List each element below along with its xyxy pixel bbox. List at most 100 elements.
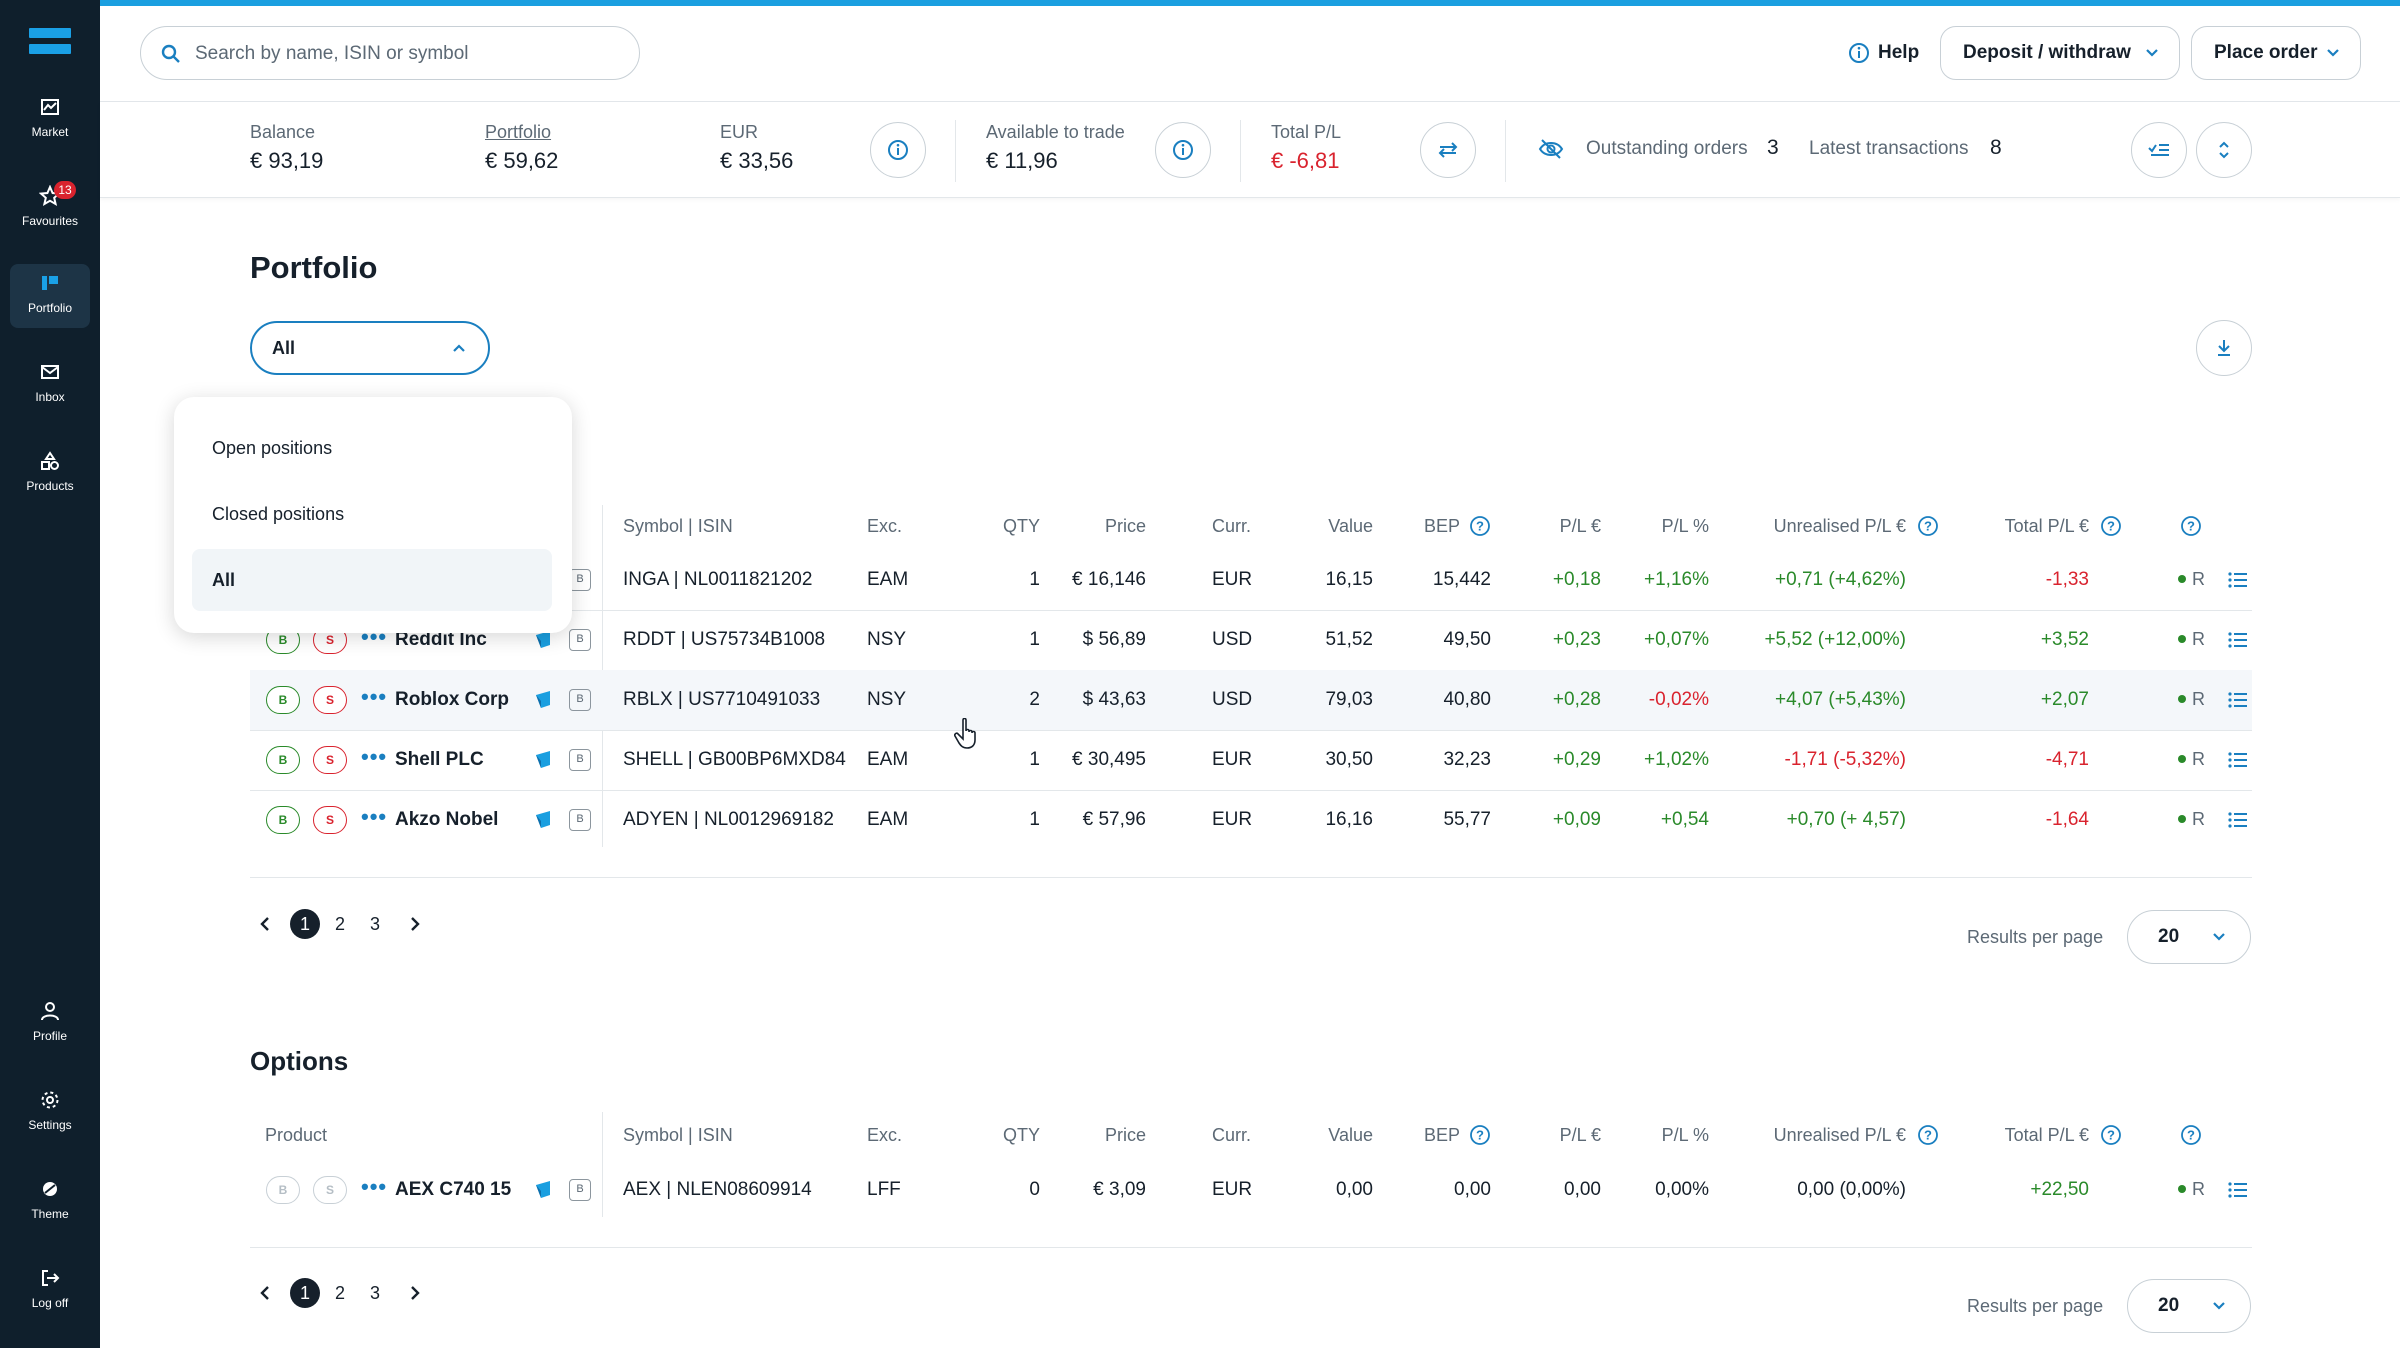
sidebar-item-portfolio[interactable]: Portfolio xyxy=(10,264,90,328)
expand-icon xyxy=(2219,141,2229,159)
more-actions-icon[interactable]: ••• xyxy=(361,744,388,769)
cell-total: -1,33 xyxy=(2045,569,2089,590)
buy-button[interactable]: B xyxy=(266,806,300,834)
more-actions-icon[interactable]: ••• xyxy=(361,804,388,829)
sidebar-item-favourites[interactable]: 13 Favourites xyxy=(10,177,90,241)
dropdown-option-open[interactable]: Open positions xyxy=(212,438,333,458)
row-details-list-icon[interactable] xyxy=(2227,691,2249,714)
cell-total: -4,71 xyxy=(2045,749,2089,770)
help-question-icon[interactable]: ? xyxy=(2100,515,2122,537)
chevron-left-icon[interactable] xyxy=(258,1284,272,1302)
chevron-right-icon[interactable] xyxy=(408,1284,422,1302)
cell-pl-pct: -0,02% xyxy=(1648,689,1709,710)
buy-button[interactable]: B xyxy=(266,746,300,774)
chevron-right-icon[interactable] xyxy=(408,915,422,933)
cell-value: 16,16 xyxy=(1325,809,1373,830)
row-details-list-icon[interactable] xyxy=(2227,751,2249,774)
search-input[interactable] xyxy=(195,39,615,69)
results-per-page-value: 20 xyxy=(2158,926,2180,947)
deposit-withdraw-button[interactable]: Deposit / withdraw xyxy=(1940,26,2180,80)
results-per-page-select[interactable]: 20 xyxy=(2127,1279,2251,1333)
balance-info-button[interactable] xyxy=(870,122,926,178)
help-question-icon[interactable]: ? xyxy=(2180,1124,2202,1146)
help-question-icon[interactable]: ? xyxy=(2100,1124,2122,1146)
row-details-list-icon[interactable] xyxy=(2227,1181,2249,1204)
eur-label: EUR xyxy=(720,122,759,142)
cell-unrealised: +4,07 (+5,43%) xyxy=(1775,689,1906,710)
sidebar-item-products[interactable]: Products xyxy=(10,442,90,506)
chevron-left-icon[interactable] xyxy=(258,915,272,933)
row-details-list-icon[interactable] xyxy=(2227,631,2249,654)
sidebar-item-settings[interactable]: Settings xyxy=(10,1081,90,1145)
page-3[interactable]: 3 xyxy=(369,914,380,934)
outstanding-orders-label[interactable]: Outstanding orders xyxy=(1586,138,1748,159)
sidebar-item-market[interactable]: Market xyxy=(10,88,90,152)
sell-button[interactable]: S xyxy=(313,806,347,834)
cell-bep: 49,50 xyxy=(1443,629,1491,650)
sidebar-item-inbox[interactable]: Inbox xyxy=(10,353,90,417)
results-per-page-select[interactable]: 20 xyxy=(2127,910,2251,964)
product-name[interactable]: Roblox Corp xyxy=(395,689,509,710)
latest-transactions-count: 8 xyxy=(1990,136,2002,159)
portfolio-link[interactable]: Portfolio xyxy=(485,122,552,142)
page-1[interactable]: 1 xyxy=(290,1278,320,1308)
more-actions-icon[interactable]: ••• xyxy=(361,1174,388,1199)
cell-exc: EAM xyxy=(867,569,909,590)
col-header-currency: Curr. xyxy=(1212,1125,1252,1145)
product-name[interactable]: Shell PLC xyxy=(395,749,484,770)
sell-button[interactable]: S xyxy=(313,746,347,774)
cell-qty: 1 xyxy=(1029,569,1040,590)
place-order-button[interactable]: Place order xyxy=(2191,26,2361,80)
buy-button[interactable]: B xyxy=(266,686,300,714)
sidebar: Market 13 Favourites Portfolio Inbox Pro… xyxy=(0,0,100,1348)
cell-symbol: ADYEN | NL0012969182 xyxy=(623,809,834,830)
swap-button[interactable] xyxy=(1420,122,1476,178)
page-2[interactable]: 2 xyxy=(334,914,345,934)
row-details-list-icon[interactable] xyxy=(2227,571,2249,594)
sidebar-item-theme[interactable]: Theme xyxy=(10,1170,90,1234)
help-question-icon[interactable]: ? xyxy=(2180,515,2202,537)
info-icon xyxy=(1849,43,1869,63)
search-box[interactable] xyxy=(140,26,640,80)
page-2[interactable]: 2 xyxy=(334,1283,345,1303)
position-filter-select[interactable]: All xyxy=(250,321,490,375)
latest-transactions-label[interactable]: Latest transactions xyxy=(1809,138,1969,159)
product-name[interactable]: Reddit Inc xyxy=(395,629,487,650)
sell-button[interactable]: S xyxy=(313,686,347,714)
product-name[interactable]: AEX C740 15 xyxy=(395,1179,512,1200)
sidebar-item-logoff[interactable]: Log off xyxy=(10,1259,90,1323)
page-3[interactable]: 3 xyxy=(369,1283,380,1303)
dropdown-option-all[interactable]: All xyxy=(192,549,552,611)
help-question-icon[interactable]: ? xyxy=(1917,515,1939,537)
filter-dropdown-menu: Open positions Closed positions All xyxy=(174,397,572,633)
sidebar-item-profile[interactable]: Profile xyxy=(10,992,90,1056)
svg-text:?: ? xyxy=(2187,1128,2195,1143)
download-button[interactable] xyxy=(2196,320,2252,376)
cell-bep: 40,80 xyxy=(1443,689,1491,710)
sidebar-item-label: Settings xyxy=(28,1118,72,1132)
help-link[interactable]: Help xyxy=(1848,36,1919,70)
page-1[interactable]: 1 xyxy=(290,909,320,939)
svg-text:?: ? xyxy=(2107,1128,2115,1143)
available-info-button[interactable] xyxy=(1155,122,1211,178)
portfolio-value: € 59,62 xyxy=(485,148,559,173)
app-logo[interactable] xyxy=(29,28,71,54)
eye-hidden-icon[interactable] xyxy=(1538,138,1564,160)
cell-symbol: SHELL | GB00BP6MXD84 xyxy=(623,749,846,770)
filter-value: All xyxy=(272,338,296,358)
theme-icon xyxy=(43,1182,57,1196)
help-question-icon[interactable]: ? xyxy=(1469,1124,1491,1146)
dropdown-option-closed[interactable]: Closed positions xyxy=(212,504,345,524)
expand-collapse-button[interactable] xyxy=(2196,122,2252,178)
total-pl-label: Total P/L xyxy=(1271,122,1342,142)
more-actions-icon[interactable]: ••• xyxy=(361,684,388,709)
transactions-list-button[interactable] xyxy=(2131,122,2187,178)
table-bottom-divider xyxy=(250,1247,2252,1248)
product-name[interactable]: Akzo Nobel xyxy=(395,809,499,830)
eur-summary: EUR € 33,56 xyxy=(720,122,793,174)
help-question-icon[interactable]: ? xyxy=(1917,1124,1939,1146)
cell-price: $ 43,63 xyxy=(1082,689,1146,710)
cell-exc: EAM xyxy=(867,809,909,830)
row-details-list-icon[interactable] xyxy=(2227,811,2249,834)
help-question-icon[interactable]: ? xyxy=(1469,515,1491,537)
